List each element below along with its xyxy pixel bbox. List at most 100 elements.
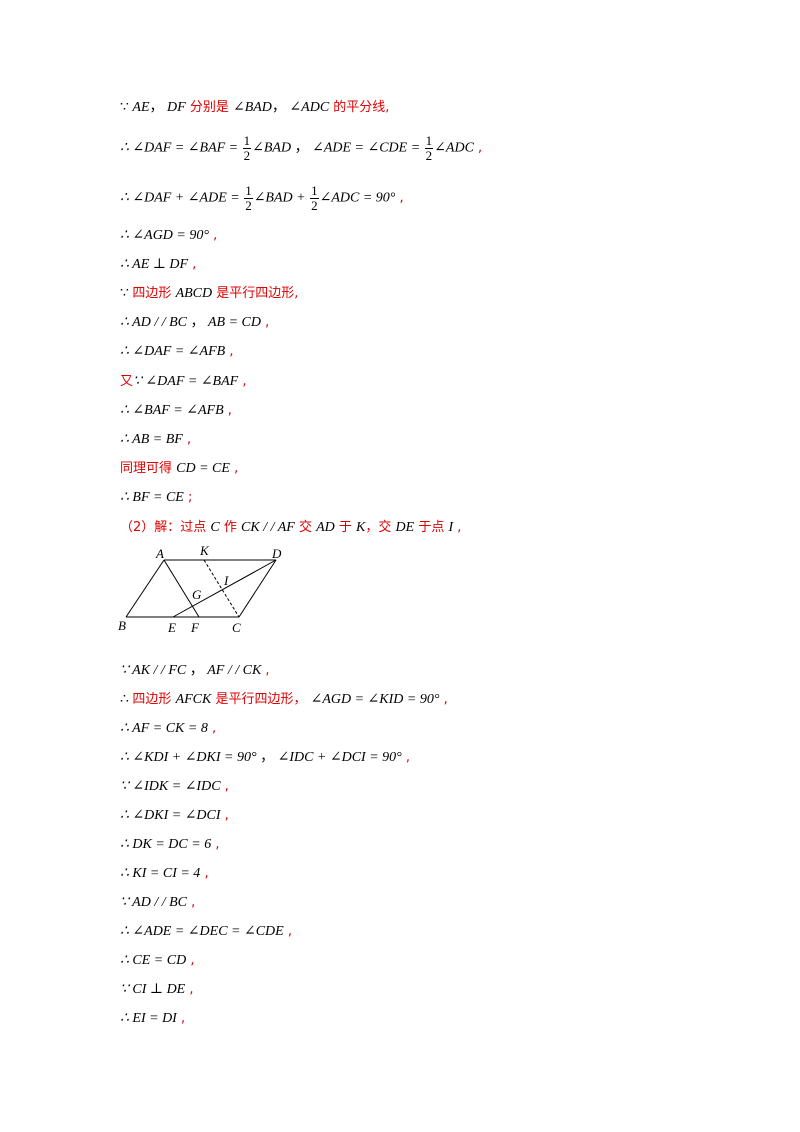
- annotation-text: ,: [182, 432, 192, 447]
- symbol-text: ，: [256, 750, 278, 765]
- proof-line-17: ∴ AF = CK = 8 ,: [120, 719, 216, 739]
- annotation-text: 于点: [414, 520, 449, 535]
- math-expression: ∴ ∠ADE = ∠DEC = ∠CDE: [120, 924, 284, 939]
- math-expression: ∠ADC: [289, 100, 330, 115]
- math-expression: ABCD: [175, 286, 213, 301]
- math-expression: ∴ AF = CK = 8: [120, 721, 208, 736]
- annotation-text: ，交: [365, 520, 396, 535]
- math-expression: DF: [167, 100, 186, 115]
- math-expression: AF / / CK: [207, 663, 262, 678]
- segment-dc: [238, 559, 277, 618]
- math-expression: ∠BAD: [232, 100, 272, 115]
- proof-line-10: ∴ ∠BAF = ∠AFB ,: [120, 401, 232, 421]
- annotation-text: ,: [207, 721, 217, 736]
- math-expression: I: [448, 520, 454, 535]
- annotation-text: ,: [261, 663, 270, 678]
- proof-line-8: ∴ ∠DAF = ∠AFB ,: [120, 342, 233, 362]
- label-c: C: [232, 620, 241, 635]
- math-expression: ∴ AE ⊥ DF: [120, 257, 189, 272]
- math-expression: ∠ADC: [434, 140, 474, 156]
- annotation-text: 四边形: [132, 286, 176, 301]
- math-expression: ∴ ∠DAF + ∠ADE =: [120, 190, 244, 206]
- proof-line-16: ∴ 四边形 AFCK 是平行四边形， ∠AGD = ∠KID = 90° ,: [120, 690, 448, 710]
- proof-line-4: ∴ ∠AGD = 90° ,: [120, 226, 217, 246]
- annotation-text: 四边形: [132, 692, 176, 707]
- annotation-text: ,: [208, 228, 218, 243]
- label-g: G: [192, 587, 202, 602]
- annotation-text: （2）解：过点: [120, 520, 211, 535]
- math-expression: ∠BAD +: [253, 190, 310, 206]
- proof-line-2: ∴ ∠DAF = ∠BAF = 1 2 ∠BAD ， ∠ADE = ∠CDE = 1…: [120, 134, 482, 163]
- proof-line-12: 同理可得 CD = CE ,: [120, 459, 238, 479]
- annotation-text: ,: [176, 1011, 186, 1026]
- math-expression: DE: [395, 520, 415, 535]
- label-f: F: [190, 620, 200, 635]
- segment-af: [163, 559, 200, 618]
- proof-line-6: ∵ 四边形 ABCD 是平行四边形,: [120, 284, 298, 304]
- annotation-text: 同理可得: [120, 461, 177, 476]
- segment-de: [172, 559, 277, 618]
- proof-line-18: ∴ ∠KDI + ∠DKI = 90° ， ∠IDC + ∠DCI = 90° …: [120, 748, 410, 768]
- label-d: D: [271, 546, 282, 561]
- math-expression: ∵ AD / / BC: [120, 895, 187, 910]
- label-k: K: [199, 543, 210, 558]
- proof-line-20: ∴ ∠DKI = ∠DCI ,: [120, 806, 229, 826]
- label-b: B: [118, 618, 126, 633]
- proof-line-14: （2）解：过点 C 作 CK / / AF 交 AD 于 K，交 DE 于点 I…: [120, 518, 461, 538]
- annotation-text: 作: [219, 520, 242, 535]
- proof-line-9: 又∵ ∠DAF = ∠BAF ,: [120, 372, 246, 392]
- proof-line-23: ∵ AD / / BC ,: [120, 893, 195, 913]
- proof-line-3: ∴ ∠DAF + ∠ADE = 1 2 ∠BAD + 1 2 ∠ADC = 90° ,: [120, 184, 404, 213]
- annotation-text: ,: [439, 692, 448, 707]
- annotation-text: ,: [238, 374, 247, 389]
- math-expression: AE: [132, 100, 150, 115]
- annotation-text: 分别是: [185, 100, 233, 115]
- math-expression: ∠ADE = ∠CDE =: [312, 140, 424, 156]
- math-expression: CK / / AF: [241, 520, 295, 535]
- annotation-text: ;: [183, 490, 193, 505]
- proof-line-25: ∴ CE = CD ,: [120, 951, 194, 971]
- annotation-text: ,: [225, 344, 234, 359]
- math-expression: ∴ ∠DAF = ∠BAF =: [120, 140, 242, 156]
- math-expression: ∴ AD / / BC: [120, 315, 187, 330]
- annotation-text: 交: [294, 520, 317, 535]
- annotation-text: ,: [229, 461, 239, 476]
- math-expression: ∵ ∠DAF = ∠BAF: [133, 374, 239, 389]
- annotation-text: 的平分线,: [329, 100, 390, 115]
- annotation-text: 又: [120, 374, 134, 389]
- proof-line-1: ∵ AE， DF 分别是 ∠BAD， ∠ADC 的平分线,: [120, 98, 389, 118]
- annotation-text: ,: [200, 866, 209, 881]
- math-expression: ∴ DK = DC = 6: [120, 837, 212, 852]
- annotation-text: ,: [220, 808, 229, 823]
- proof-line-26: ∵ CI ⊥ DE ,: [120, 980, 194, 1000]
- annotation-text: ,: [453, 520, 462, 535]
- annotation-text: ,: [220, 779, 229, 794]
- math-expression: ∵ CI ⊥ DE: [120, 982, 186, 997]
- annotation-text: ,: [473, 140, 483, 156]
- annotation-text: ,: [188, 257, 197, 272]
- label-a: A: [155, 546, 164, 561]
- math-expression: ∴ BF = CE: [120, 490, 184, 505]
- math-expression: AB = CD: [208, 315, 261, 330]
- label-i: I: [223, 573, 229, 588]
- annotation-text: ,: [283, 924, 292, 939]
- math-expression: ∴ ∠DKI = ∠DCI: [120, 808, 221, 823]
- math-expression: ∵ ∠IDK = ∠IDC: [120, 779, 221, 794]
- proof-line-27: ∴ EI = DI ,: [120, 1009, 185, 1029]
- proof-line-15: ∵ AK / / FC ， AF / / CK ,: [120, 661, 270, 681]
- math-expression: K: [356, 520, 366, 535]
- proof-line-24: ∴ ∠ADE = ∠DEC = ∠CDE ,: [120, 922, 292, 942]
- symbol-text: ，: [149, 100, 168, 115]
- symbol-text: ，: [186, 663, 208, 678]
- math-expression: ∴ ∠BAF = ∠AFB: [120, 403, 224, 418]
- math-expression: C: [210, 520, 220, 535]
- annotation-text: ,: [187, 895, 196, 910]
- math-expression: AFCK: [175, 692, 212, 707]
- proof-line-7: ∴ AD / / BC ， AB = CD ,: [120, 313, 269, 333]
- math-expression: ∴ ∠KDI + ∠DKI = 90°: [120, 750, 257, 765]
- annotation-text: ,: [223, 403, 232, 418]
- proof-line-22: ∴ KI = CI = 4 ,: [120, 864, 209, 884]
